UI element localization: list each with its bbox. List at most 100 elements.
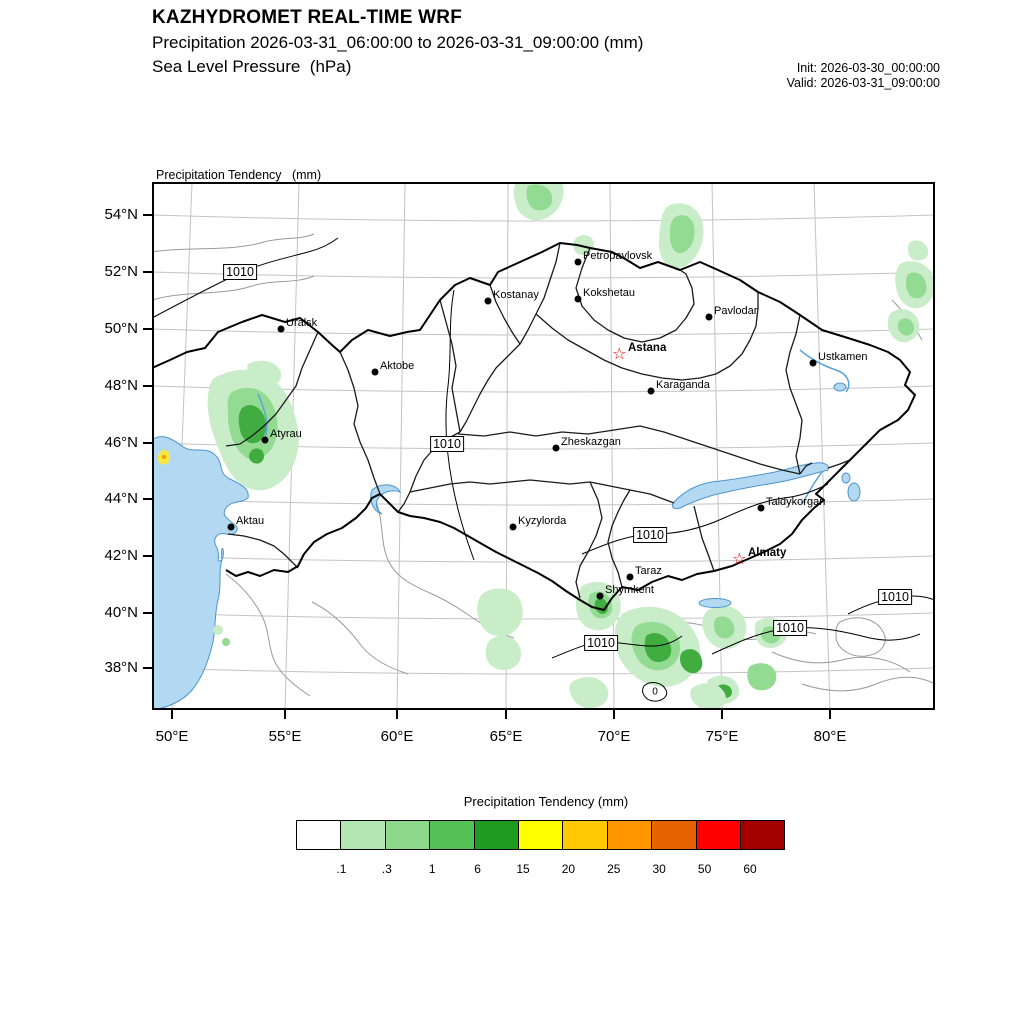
colorbar-cell — [606, 820, 653, 850]
colorbar-tick-label: .3 — [381, 862, 392, 876]
mini-legend-precip: Precipitation Tendency (mm) — [156, 168, 322, 182]
colorbar-cell — [739, 820, 786, 850]
lon-axis-tick — [396, 710, 398, 719]
city-label: Karaganda — [656, 379, 710, 391]
lon-axis-label: 80°E — [813, 728, 847, 745]
lon-axis-label: 70°E — [597, 728, 631, 745]
colorbar-cell — [340, 820, 386, 850]
lat-axis-tick — [143, 385, 152, 387]
city-dot-icon — [509, 523, 517, 531]
colorbar — [296, 820, 786, 850]
city-dot-icon — [484, 297, 492, 305]
colorbar-tick-label: 30 — [652, 862, 666, 876]
colorbar-cell — [517, 820, 564, 850]
city-label: Kostanay — [493, 289, 539, 301]
lon-axis-label: 55°E — [268, 728, 302, 745]
lon-axis-label: 60°E — [380, 728, 414, 745]
city-label: Petropavlovsk — [583, 250, 653, 262]
city-label: Pavlodar — [714, 305, 758, 317]
lat-axis-label: 52°N — [104, 263, 138, 280]
city-dot-icon — [227, 523, 235, 531]
lat-axis-label: 38°N — [104, 659, 138, 676]
rivers — [257, 349, 850, 505]
lon-axis-label: 65°E — [489, 728, 523, 745]
aral-sea — [370, 484, 402, 515]
lon-axis-label: 50°E — [155, 728, 189, 745]
colorbar-tick-label: .1 — [336, 862, 347, 876]
city-label: Zheskazgan — [561, 436, 621, 448]
pressure-contour-label: 1010 — [878, 589, 912, 605]
capital-label: Astana — [628, 342, 667, 354]
capital-label: Almaty — [748, 547, 787, 559]
caspian-sea — [152, 436, 249, 710]
contour-zero-label: 0 — [652, 686, 658, 698]
city-dot-icon — [809, 359, 817, 367]
map-svg — [152, 182, 935, 710]
lat-axis-label: 42°N — [104, 547, 138, 564]
subtitle-pressure: Sea Level Pressure (hPa) — [152, 57, 352, 76]
city-dot-icon — [261, 436, 269, 444]
lat-axis-tick — [143, 612, 152, 614]
lake-zaysan — [833, 382, 847, 392]
oblast-borders — [225, 242, 851, 599]
precipitation-areas — [157, 182, 935, 710]
city-dot-icon — [596, 592, 604, 600]
capital-star-icon: ☆ — [732, 549, 747, 569]
lon-axis-tick — [171, 710, 173, 719]
city-dot-icon — [705, 313, 713, 321]
init-time: Init: 2026-03-30_00:00:00 — [796, 61, 940, 75]
colorbar-tick-label: 15 — [516, 862, 530, 876]
lat-axis-label: 50°N — [104, 320, 138, 337]
colorbar-cell — [651, 820, 697, 850]
colorbar-tick-label: 60 — [743, 862, 757, 876]
pressure-contour-label: 1010 — [584, 635, 618, 651]
page-title: KAZHYDROMET REAL-TIME WRF — [152, 7, 463, 28]
kazakhstan-border — [152, 242, 916, 611]
colorbar-tick-label: 20 — [561, 862, 576, 876]
lat-axis-label: 44°N — [104, 490, 138, 507]
city-dot-icon — [552, 444, 560, 452]
lake-balkhash — [671, 462, 829, 510]
map-frame — [152, 182, 935, 710]
city-dot-icon — [574, 258, 582, 266]
map-area: Petropavlovsk Kostanay Kokshetau Pavlodar Ur… — [152, 182, 935, 710]
colorbar-cell — [384, 820, 431, 850]
run-times: Init: 2026-03-30_00:00:00 Valid: 2026-03… — [787, 61, 940, 91]
city-label: Kokshetau — [583, 287, 635, 299]
city-dot-icon — [757, 504, 765, 512]
city-label: Ustkamen — [818, 351, 868, 363]
lat-axis-tick — [143, 667, 152, 669]
lon-axis-tick — [613, 710, 615, 719]
colorbar-tick-label: 50 — [697, 862, 712, 876]
colorbar-cell — [296, 820, 342, 850]
city-label: Shymkent — [605, 584, 654, 596]
lon-axis-label: 75°E — [705, 728, 739, 745]
city-label: Atyrau — [270, 428, 302, 440]
colorbar-cell — [695, 820, 741, 850]
lat-axis-tick — [143, 555, 152, 557]
lat-axis-tick — [143, 442, 152, 444]
lat-axis-label: 48°N — [104, 377, 138, 394]
lon-axis-tick — [721, 710, 723, 719]
lon-axis-tick — [505, 710, 507, 719]
pressure-contour-label: 1010 — [633, 527, 667, 543]
city-dot-icon — [574, 295, 582, 303]
lat-axis-tick — [143, 271, 152, 273]
lat-axis-tick — [143, 498, 152, 500]
map-overlay: Petropavlovsk Kostanay Kokshetau Pavlodar Ur… — [152, 182, 935, 710]
lat-axis-label: 40°N — [104, 604, 138, 621]
capital-star-icon: ☆ — [612, 344, 627, 364]
city-label: Taldykorgan — [766, 496, 826, 508]
colorbar-cell — [429, 820, 475, 850]
city-dot-icon — [647, 387, 655, 395]
colorbar-cell — [562, 820, 608, 850]
city-label: Aktau — [236, 515, 265, 527]
subtitle-precipitation: Precipitation 2026-03-31_06:00:00 to 202… — [152, 33, 644, 52]
city-dot-icon — [626, 573, 634, 581]
lat-axis-tick — [143, 328, 152, 330]
valid-time: Valid: 2026-03-31_09:00:00 — [786, 76, 940, 90]
lake-issyk-kul — [698, 598, 732, 608]
colorbar-tick-label: 6 — [474, 862, 481, 876]
lon-axis-tick — [284, 710, 286, 719]
lat-axis-label: 54°N — [104, 206, 138, 223]
